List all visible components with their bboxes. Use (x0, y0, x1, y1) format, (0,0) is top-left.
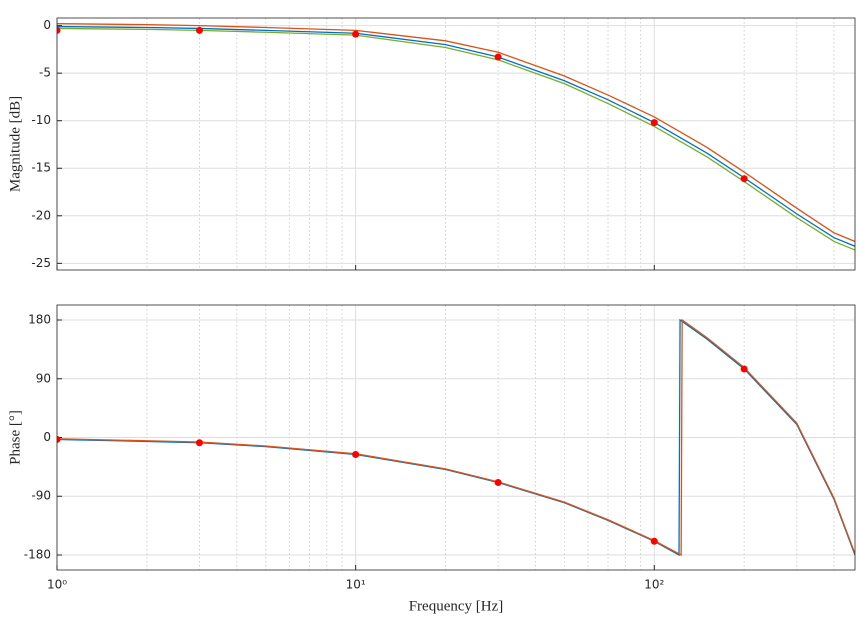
series-group (57, 318, 855, 557)
y-tick-label: -90 (31, 489, 51, 503)
data-line (57, 318, 855, 557)
y-tick-label: -15 (31, 161, 51, 175)
data-point (57, 435, 61, 443)
data-point (494, 53, 502, 61)
data-point (650, 537, 658, 545)
y-tick-label: -5 (39, 66, 51, 80)
data-point (352, 30, 360, 38)
y-tick-label: -25 (31, 256, 51, 270)
y-tick-label: 90 (36, 371, 51, 385)
data-line (57, 25, 855, 247)
data-point (740, 175, 748, 183)
axes-frame (56, 17, 856, 271)
y-tick-label: -10 (31, 113, 51, 127)
x-tick-label: 10² (644, 578, 664, 592)
plot-area (57, 18, 855, 270)
y-tick-label: -20 (31, 208, 51, 222)
y-tick-label: 0 (43, 430, 51, 444)
axes-frame (56, 304, 856, 571)
data-point (494, 479, 502, 487)
x-axis-label: Frequency [Hz] (409, 598, 504, 614)
y-tick-label: -180 (24, 547, 51, 561)
y-tick-label: 180 (28, 313, 51, 327)
data-point (740, 365, 748, 373)
series-group (57, 23, 855, 251)
y-tick-label: 0 (43, 18, 51, 32)
data-line (57, 27, 855, 251)
data-line (57, 23, 855, 243)
data-point (57, 26, 61, 34)
data-point (195, 439, 203, 447)
x-tick-label: 10⁰ (47, 578, 67, 592)
y-axis-label: Magnitude [dB] (7, 96, 23, 192)
data-point (352, 450, 360, 458)
x-tick-label: 10¹ (346, 578, 366, 592)
y-axis-label: Phase [°] (7, 410, 23, 465)
data-point (195, 26, 203, 34)
data-point (650, 119, 658, 127)
